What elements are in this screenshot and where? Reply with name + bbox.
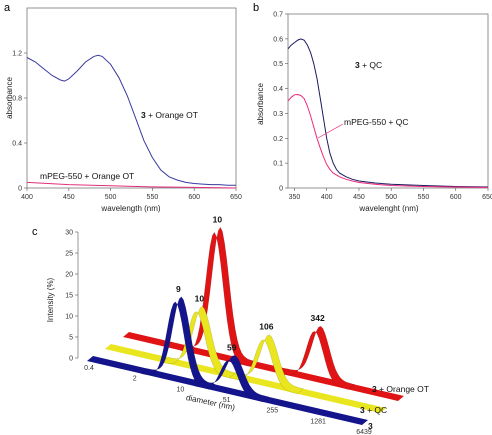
c-ytick-label: 0 <box>69 356 73 363</box>
panel-a: a 400 450 500 550 600 650 0 0.4 0.8 1.2 absorbanc… <box>4 2 242 213</box>
c-ribbon-3 <box>87 356 368 425</box>
plot-a-frame <box>26 7 237 189</box>
c-ytick-label: 25 <box>65 251 73 258</box>
a-series-2-line <box>26 181 237 189</box>
a-ytick-label: 0.4 <box>12 141 22 148</box>
c-xtick-label: 0.4 <box>84 365 94 372</box>
c-ytick-label: 20 <box>65 272 73 279</box>
c-xtick-label: 2 <box>133 376 137 383</box>
panel-c: c 0 5 10 15 20 25 30 0.4 2 10 51 255 1281 6439 Intens… <box>32 214 429 435</box>
a-ylabel: absorbance <box>5 77 14 119</box>
b-xtick-label: 350 <box>289 194 301 201</box>
c-ytick-label: 15 <box>65 293 73 300</box>
b-ylabel: absorbance <box>256 83 265 125</box>
c-xtick-label: 51 <box>223 397 231 404</box>
a-xtick-label: 650 <box>230 194 242 201</box>
c-series-ribbons <box>87 226 404 425</box>
panel-b-label: b <box>253 2 259 14</box>
a-ytick-label: 0.8 <box>12 96 22 103</box>
b-xtick-label: 500 <box>385 194 397 201</box>
c-xtick-label: 1281 <box>310 418 326 425</box>
c-ytick-label: 30 <box>65 230 73 237</box>
a-xtick-label: 450 <box>63 194 75 201</box>
a-xtick-label: 400 <box>21 194 33 201</box>
b-ytick-label: 0.4 <box>273 86 283 93</box>
b-xtick-label: 550 <box>418 194 430 201</box>
c-peak-label: 10 <box>195 293 205 303</box>
c-peak-label: 9 <box>176 284 181 294</box>
a-axes: 400 450 500 550 600 650 0 0.4 0.8 1.2 <box>12 51 242 202</box>
b-xtick-label: 450 <box>353 194 365 201</box>
panel-b: b 350 400 450 500 550 600 650 0 0.1 0.2 0.3 0.4 0.5 0… <box>253 2 492 213</box>
b-ytick-label: 0.2 <box>273 136 283 143</box>
c-axes: 0 5 10 15 20 25 30 0.4 2 10 51 255 1281 6439 <box>65 230 372 435</box>
b-ytick-label: 0.5 <box>273 61 283 68</box>
c-peak <box>229 334 304 395</box>
c-xtick-label: 255 <box>266 408 278 415</box>
b-series-2-label: mPEG-550 + QC <box>344 117 408 127</box>
b-series-lines <box>287 38 489 188</box>
c-peak-label: 59 <box>227 342 237 352</box>
panel-c-label: c <box>32 226 38 238</box>
a-series-1-line <box>26 54 236 186</box>
b-ytick-label: 0.1 <box>273 161 283 168</box>
c-series-navy-label: 3 <box>368 421 373 431</box>
c-ylabel: Intensity (%) <box>46 277 55 322</box>
a-ytick-label: 0 <box>18 186 22 193</box>
plot-b-frame <box>287 13 489 189</box>
a-series-lines <box>26 54 237 189</box>
b-ytick-label: 0.3 <box>273 111 283 118</box>
b-series-2-leader <box>317 123 344 139</box>
b-xlabel: wavelenght (nm) <box>358 204 418 213</box>
c-peak-labels: 10 342 10 106 9 59 <box>176 214 325 352</box>
a-xtick-label: 600 <box>188 194 200 201</box>
b-xtick-label: 600 <box>450 194 462 201</box>
c-xtick-label: 6439 <box>356 429 372 435</box>
c-xlabel: diameter (nm) <box>185 393 236 412</box>
panel-a-label: a <box>4 2 11 14</box>
b-xtick-label: 400 <box>321 194 333 201</box>
b-ytick-label: 0 <box>279 186 283 193</box>
b-axes: 350 400 450 500 550 600 650 0 0.1 0.2 0.3 0.4 0.5 0.6… <box>273 12 492 202</box>
c-series-red-label: 3 + Orange OT <box>372 384 429 394</box>
c-series-yellow-label: 3 + QC <box>360 405 387 415</box>
a-xlabel: wavelength (nm) <box>100 204 160 213</box>
c-peak-label: 342 <box>311 313 325 323</box>
c-peak <box>194 355 269 403</box>
b-ytick-label: 0.6 <box>273 36 283 43</box>
b-ytick-label: 0.7 <box>273 12 283 19</box>
a-xtick-label: 500 <box>105 194 117 201</box>
b-series-1-label: 3 + QC <box>355 60 382 70</box>
c-peak <box>280 325 356 390</box>
a-xtick-label: 550 <box>147 194 159 201</box>
c-xtick-label: 10 <box>176 386 184 393</box>
b-xtick-label: 650 <box>482 194 492 201</box>
a-series-2-label: mPEG-550 + Orange OT <box>40 171 134 181</box>
a-series-1-label: 3 + Orange OT <box>141 110 198 120</box>
c-ytick-label: 10 <box>65 314 73 321</box>
c-peak-label: 10 <box>213 214 223 224</box>
c-peak <box>141 296 216 390</box>
c-peak-label: 106 <box>259 322 273 332</box>
c-ytick-label: 5 <box>69 335 73 342</box>
a-ytick-label: 1.2 <box>12 51 22 58</box>
b-series-2-line <box>287 93 489 188</box>
b-series-1-line <box>287 38 489 188</box>
